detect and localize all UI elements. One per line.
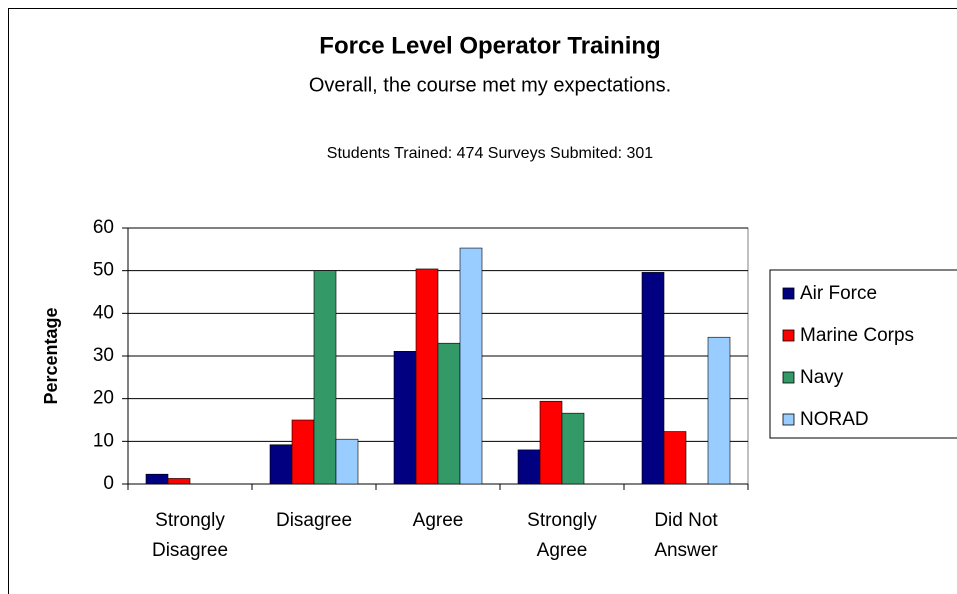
bar [437,342,461,485]
bar [663,431,687,485]
bar [539,400,563,485]
legend-label: Marine Corps [800,325,914,346]
y-tick-label: 40 [93,302,114,323]
legend-swatch [782,371,795,384]
y-axis-label: Percentage [41,307,61,404]
x-tick-label: Agree [412,510,464,531]
legend-swatch [782,287,795,300]
chart-title: Force Level Operator Training [319,32,660,59]
bar [459,247,483,485]
x-tick-label: Disagree [275,510,353,531]
y-tick-label: 30 [93,345,114,366]
y-tick-label: 10 [93,430,114,451]
bar [269,444,293,485]
legend-swatch [782,329,795,342]
y-tick-label: 50 [93,260,114,281]
x-tick-label: Strongly Agree [527,510,597,561]
bar [145,473,169,485]
bar [335,438,359,485]
chart-subtitle: Overall, the course met my expectations. [309,74,671,96]
bar [167,478,191,485]
y-tick-label: 60 [93,217,114,238]
legend-label: Air Force [800,283,877,304]
x-tick-label: Did Not Answer [654,510,718,561]
bar [393,351,417,485]
y-tick-label: 20 [93,388,114,409]
bar [517,449,541,485]
legend-box [769,269,957,439]
annotation: Students Trained: 474 Surveys Submited: … [327,145,654,162]
legend-swatch [782,413,795,426]
legend-label: NORAD [800,409,869,430]
x-tick-label: Strongly Disagree [151,510,229,561]
bar [415,268,439,485]
y-tick-label: 0 [103,473,114,494]
bar [561,412,585,485]
bar [291,419,315,485]
bar [641,272,665,485]
legend-label: Navy [800,367,844,388]
bar [707,336,731,485]
bar [313,270,337,485]
